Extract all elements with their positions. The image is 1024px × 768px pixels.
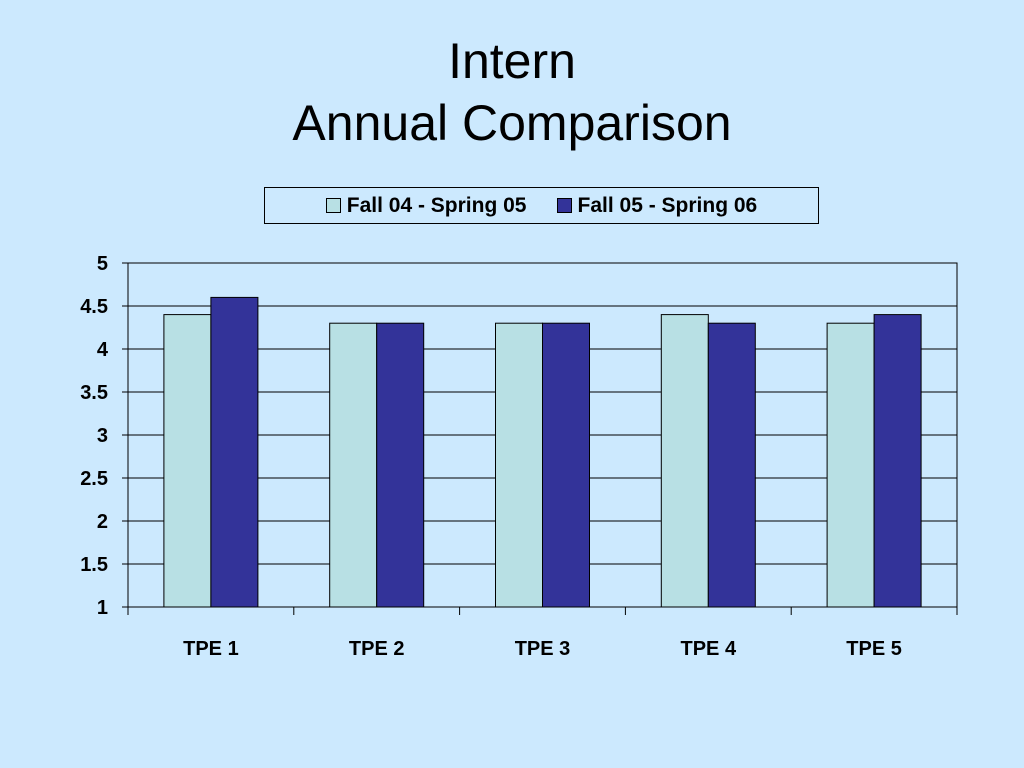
bar-series-1 <box>163 314 212 608</box>
legend-swatch-series-1 <box>325 198 341 213</box>
legend-swatch-series-2 <box>556 198 572 213</box>
title-line-1: Intern <box>448 33 576 89</box>
x-tick-label: TPE 2 <box>349 638 405 660</box>
bar-series-2 <box>707 322 756 608</box>
legend-item-series-2: Fall 05 - Spring 06 <box>556 193 758 218</box>
x-tick-label: TPE 3 <box>515 638 571 660</box>
bar-series-2 <box>376 322 425 608</box>
y-tick-label: 3.5 <box>80 382 108 404</box>
y-tick-label: 1 <box>97 597 108 619</box>
y-tick-label: 5 <box>97 253 108 275</box>
y-tick-label: 4.5 <box>80 296 108 318</box>
legend-label-series-2: Fall 05 - Spring 06 <box>577 193 758 217</box>
y-tick-label: 3 <box>97 425 108 447</box>
bar-series-1 <box>329 322 378 608</box>
legend-label-series-1: Fall 04 - Spring 05 <box>346 193 527 217</box>
bar-series-1 <box>495 322 543 608</box>
legend-item-series-1: Fall 04 - Spring 05 <box>325 193 527 218</box>
x-tick-label: TPE 5 <box>846 638 902 660</box>
chart-title: Intern Annual Comparison <box>0 30 1024 154</box>
legend: Fall 04 - Spring 05 Fall 05 - Spring 06 <box>264 187 819 224</box>
y-tick-label: 2.5 <box>80 468 108 490</box>
bar-series-2 <box>542 322 590 608</box>
x-tick-label: TPE 1 <box>183 638 239 660</box>
bar-series-2 <box>210 296 259 608</box>
bar-series-2 <box>873 314 922 608</box>
y-tick-label: 4 <box>97 339 109 361</box>
title-line-2: Annual Comparison <box>292 95 732 151</box>
bar-series-1 <box>660 314 709 608</box>
x-tick-label: TPE 4 <box>681 638 737 660</box>
y-tick-label: 2 <box>97 511 108 533</box>
bar-series-1 <box>826 322 875 608</box>
y-tick-label: 1.5 <box>80 554 108 576</box>
